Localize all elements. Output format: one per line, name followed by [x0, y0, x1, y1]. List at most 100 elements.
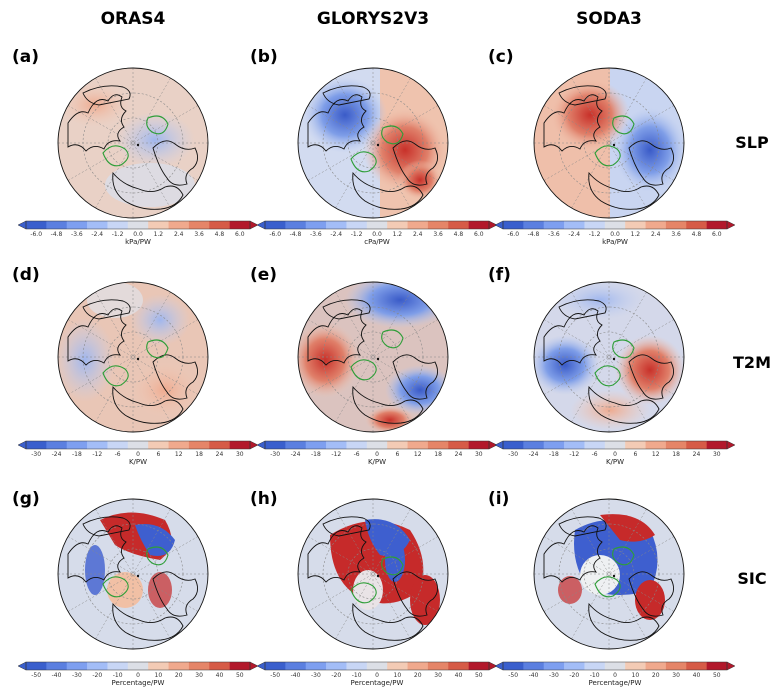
colorbar-8: -50 -40 -30 -20 -10 0 10 20 30 40 50 Percentage/PW: [494, 661, 736, 687]
colorbar-5: -30 -24 -18 -12 -6 0 6 12 18 24 30 K/PW: [494, 440, 736, 466]
colorbar-6: -50 -40 -30 -20 -10 0 10 20 30 40 50 Percentage/PW: [17, 661, 259, 687]
colorbar-tick-label: 0: [613, 451, 617, 458]
colorbar-tick-label: -50: [31, 672, 41, 679]
colorbar-tick-label: 50: [713, 672, 721, 679]
colorbar-tick-label: -30: [549, 672, 559, 679]
colorbar-tick-label: 20: [652, 672, 660, 679]
map-panel-i: [534, 499, 684, 649]
colorbar-tick-label: -30: [508, 451, 518, 458]
map-panel-a: [58, 68, 208, 218]
map-panel-h: [298, 499, 448, 649]
colorbar-tick-label: -4.8: [528, 231, 540, 238]
panel-label-d: (d): [12, 265, 40, 285]
colorbar-tick-label: -40: [529, 672, 539, 679]
colorbar-tick-label: -18: [549, 451, 559, 458]
colorbar-tick-label: 1.2: [393, 231, 403, 238]
colorbar-tick-label: -50: [270, 672, 280, 679]
colorbar-tick-label: -1.2: [589, 231, 601, 238]
panel-label-h: (h): [250, 489, 278, 509]
colorbar-tick-label: 4.8: [215, 231, 225, 238]
row-label-slp: SLP: [735, 133, 769, 152]
colorbar-tick-label: -30: [72, 672, 82, 679]
colorbar-tick-label: 30: [672, 672, 680, 679]
colorbar-tick-label: 0: [375, 672, 379, 679]
colorbar-tick-label: 6: [156, 451, 160, 458]
map-overlay-5: [534, 282, 684, 432]
colorbar-tick-label: -20: [331, 672, 341, 679]
map-overlay-0: [58, 68, 208, 218]
colorbar-tick-label: 12: [414, 451, 422, 458]
map-panel-g: [58, 499, 208, 649]
colorbar-tick-label: 20: [414, 672, 422, 679]
colorbar-tick-label: -10: [352, 672, 362, 679]
column-title-oras4: ORAS4: [101, 9, 166, 29]
colorbar-tick-label: -12: [331, 451, 341, 458]
colorbar-tick-label: -3.6: [310, 231, 322, 238]
panel-label-a: (a): [12, 47, 39, 67]
colorbar-tick-label: 40: [455, 672, 463, 679]
map-overlay-3: [58, 282, 208, 432]
colorbar-tick-label: -1.2: [351, 231, 363, 238]
colorbar-tick-label: 6.0: [712, 231, 722, 238]
panel-label-e: (e): [250, 265, 277, 285]
colorbar-7: -50 -40 -30 -20 -10 0 10 20 30 40 50 Percentage/PW: [256, 661, 498, 687]
colorbar-tick-label: 10: [632, 672, 640, 679]
colorbar-tick-label: 2.4: [174, 231, 184, 238]
colorbar-tick-label: 4.8: [692, 231, 702, 238]
colorbar-tick-label: 30: [434, 672, 442, 679]
colorbar-tick-label: 3.6: [194, 231, 204, 238]
colorbar-tick-label: -6: [354, 451, 360, 458]
colorbar-tick-label: 6: [633, 451, 637, 458]
colorbar-tick-label: -50: [508, 672, 518, 679]
colorbar-tick-label: -18: [311, 451, 321, 458]
colorbar-tick-label: 18: [434, 451, 442, 458]
colorbar-tick-label: 30: [236, 451, 244, 458]
colorbar-tick-label: 6: [395, 451, 399, 458]
colorbar-tick-label: 18: [195, 451, 203, 458]
panel-label-g: (g): [12, 489, 40, 509]
colorbar-tick-label: 1.2: [631, 231, 641, 238]
map-overlays: [57, 67, 685, 650]
map-overlay-8: [534, 499, 684, 649]
colorbar-tick-label: 6.0: [474, 231, 484, 238]
map-panel-d: [58, 282, 208, 432]
colorbar-tick-label: -4.8: [51, 231, 63, 238]
colorbar-unit-label: K/PW: [129, 458, 147, 466]
colorbar-tick-label: 0: [375, 451, 379, 458]
colorbar-tick-label: -2.4: [568, 231, 580, 238]
colorbar-4: -30 -24 -18 -12 -6 0 6 12 18 24 30 K/PW: [256, 440, 498, 466]
colorbar-tick-label: 50: [236, 672, 244, 679]
colorbar-2: -6.0 -4.8 -3.6 -2.4 -1.2 0.0 1.2 2.4 3.6 4.8 6.0 kP…: [494, 220, 736, 246]
map-overlay-4: [298, 282, 448, 432]
colorbar-tick-label: 24: [455, 451, 463, 458]
colorbar-tick-label: -2.4: [330, 231, 342, 238]
colorbar-tick-label: 12: [652, 451, 660, 458]
colorbar-tick-label: -6.0: [30, 231, 42, 238]
colorbar-0: -6.0 -4.8 -3.6 -2.4 -1.2 0.0 1.2 2.4 3.6 4.8 6.0 kP…: [17, 220, 259, 246]
colorbar-tick-label: 0: [613, 672, 617, 679]
colorbar-unit-label: K/PW: [606, 458, 624, 466]
colorbar-unit-label: Percentage/PW: [351, 679, 404, 687]
row-label-sic: SIC: [737, 569, 766, 588]
colorbar-tick-label: -24: [52, 451, 62, 458]
colorbar-tick-label: 3.6: [433, 231, 443, 238]
colorbar-tick-label: 0.0: [610, 231, 620, 238]
map-panel-e: [298, 282, 448, 432]
colorbar-tick-label: 24: [216, 451, 224, 458]
panel-label-f: (f): [488, 265, 511, 285]
colorbar-tick-label: 0.0: [133, 231, 143, 238]
colorbar-tick-label: -10: [113, 672, 123, 679]
colorbar-tick-label: 30: [475, 451, 483, 458]
colorbar-tick-label: -24: [529, 451, 539, 458]
colorbar-tick-label: 10: [394, 672, 402, 679]
colorbar-tick-label: -30: [31, 451, 41, 458]
colorbar-tick-label: -6: [592, 451, 598, 458]
colorbar-tick-label: 1.2: [154, 231, 164, 238]
colorbar-tick-label: 50: [475, 672, 483, 679]
colorbar-tick-label: -40: [52, 672, 62, 679]
colorbar-tick-label: 10: [155, 672, 163, 679]
colorbar-tick-label: -30: [311, 672, 321, 679]
row-label-t2m: T2M: [733, 353, 771, 372]
colorbar-tick-label: -20: [92, 672, 102, 679]
